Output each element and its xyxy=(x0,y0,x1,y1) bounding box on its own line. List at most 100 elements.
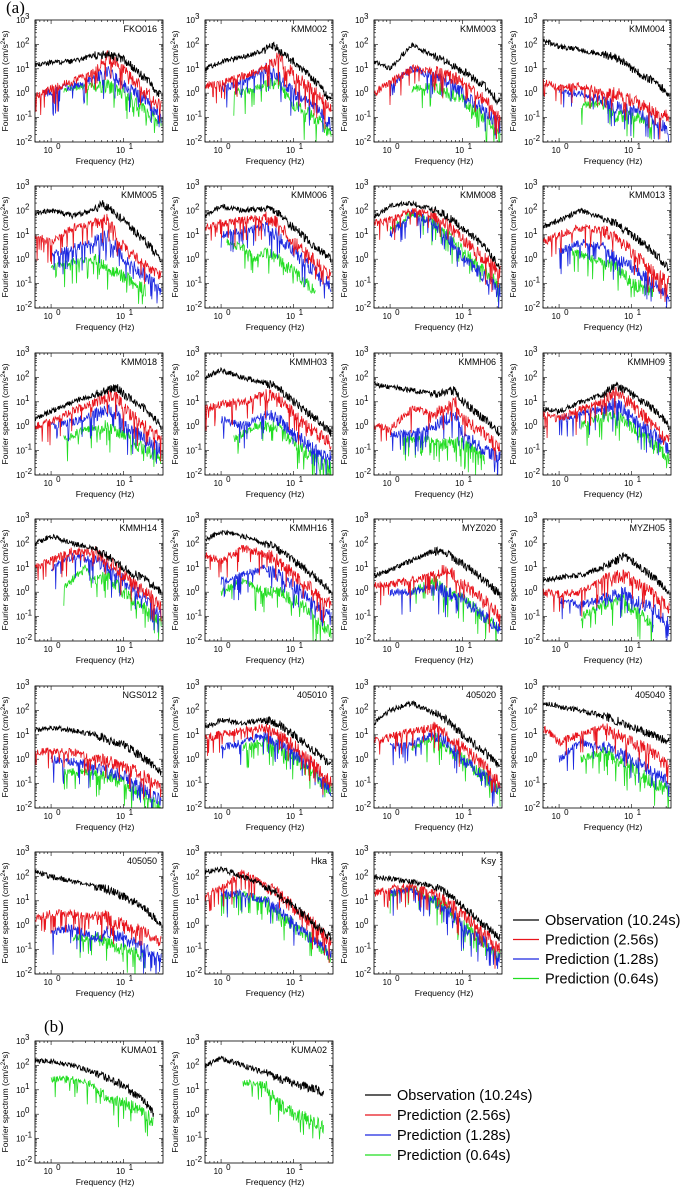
y-tick-label: 10 xyxy=(186,613,195,622)
y-tick-exp: 1 xyxy=(25,893,30,902)
y-tick-label: 10 xyxy=(524,231,533,240)
plot-frame xyxy=(373,185,503,309)
y-tick-exp: 1 xyxy=(195,1082,200,1091)
y-tick-exp: -1 xyxy=(533,110,541,119)
y-tick-label: 10 xyxy=(16,471,25,480)
y-tick-label: 10 xyxy=(355,897,364,906)
x-tick-label: 10 xyxy=(214,312,223,321)
x-tick-exp: 0 xyxy=(226,974,231,983)
y-tick-label: 10 xyxy=(355,564,364,573)
y-tick-exp: 3 xyxy=(364,844,369,853)
y-axis-title: Fourier spectrum (cm/s2*s) xyxy=(339,30,349,131)
y-tick-exp: 3 xyxy=(364,511,369,520)
x-tick-label: 10 xyxy=(286,312,295,321)
x-tick-exp: 1 xyxy=(129,808,134,817)
y-tick-exp: 1 xyxy=(533,61,538,70)
x-tick-exp: 0 xyxy=(226,308,231,317)
series-KMM006-p128 xyxy=(220,221,332,299)
x-tick-label: 10 xyxy=(214,1167,223,1176)
x-tick-exp: 0 xyxy=(226,475,231,484)
y-tick-label: 10 xyxy=(355,349,364,358)
y-tick-label: 10 xyxy=(524,182,533,191)
y-tick-label: 10 xyxy=(524,114,533,123)
y-tick-label: 10 xyxy=(524,804,533,813)
series-405050-obs xyxy=(35,869,162,926)
y-tick-label: 10 xyxy=(524,398,533,407)
x-tick-label: 10 xyxy=(624,146,633,155)
x-tick-exp: 0 xyxy=(564,808,569,817)
series-KMMH03-p256 xyxy=(205,389,332,450)
station-label: KMM013 xyxy=(629,190,665,200)
y-tick-exp: 3 xyxy=(195,345,200,354)
y-tick-label: 10 xyxy=(16,613,25,622)
plot-frame xyxy=(34,685,164,809)
y-tick-label: 10 xyxy=(524,564,533,573)
station-label: KMM003 xyxy=(460,24,496,34)
y-tick-exp: 2 xyxy=(364,702,369,711)
y-tick-label: 10 xyxy=(355,682,364,691)
station-label: KMMH09 xyxy=(627,357,665,367)
y-tick-label: 10 xyxy=(186,1061,195,1070)
y-tick-label: 10 xyxy=(186,515,195,524)
y-tick-exp: 2 xyxy=(533,36,538,45)
y-tick-exp: 1 xyxy=(25,1082,30,1091)
x-tick-label: 10 xyxy=(552,645,561,654)
plot-frame xyxy=(373,352,503,476)
plot-frame xyxy=(204,185,334,309)
y-tick-exp: 1 xyxy=(364,61,369,70)
y-tick-label: 10 xyxy=(186,682,195,691)
y-tick-exp: -1 xyxy=(25,276,33,285)
y-tick-label: 10 xyxy=(355,65,364,74)
x-axis-title: Frequency (Hz) xyxy=(246,156,305,166)
x-tick-exp: 1 xyxy=(468,475,473,484)
x-tick-label: 10 xyxy=(214,978,223,987)
y-tick-exp: 0 xyxy=(25,1106,30,1115)
y-tick-label: 10 xyxy=(16,1110,25,1119)
plot-frame xyxy=(542,185,672,309)
y-tick-label: 10 xyxy=(524,755,533,764)
y-tick-label: 10 xyxy=(186,731,195,740)
y-axis-title: Fourier spectrum (cm/s2*s) xyxy=(339,363,349,464)
y-tick-label: 10 xyxy=(355,471,364,480)
y-tick-label: 10 xyxy=(355,447,364,456)
y-axis-title: Fourier spectrum (cm/s2*s) xyxy=(170,696,180,797)
x-axis-title: Frequency (Hz) xyxy=(76,489,135,499)
y-tick-label: 10 xyxy=(186,89,195,98)
station-label: NGS012 xyxy=(122,690,157,700)
plot-frame xyxy=(204,19,334,143)
series-KMM003-obs xyxy=(374,42,501,106)
series-405050-p128 xyxy=(50,923,162,974)
y-tick-exp: 1 xyxy=(364,893,369,902)
y-tick-exp: -1 xyxy=(195,443,203,452)
y-tick-exp: 2 xyxy=(25,1057,30,1066)
x-tick-exp: 0 xyxy=(395,641,400,650)
y-tick-exp: 0 xyxy=(195,751,200,760)
x-tick-label: 10 xyxy=(552,146,561,155)
station-label: KMM018 xyxy=(121,357,157,367)
plot-frame xyxy=(373,685,503,809)
x-tick-exp: 0 xyxy=(56,641,61,650)
x-tick-exp: 0 xyxy=(56,142,61,151)
legend-label: Prediction (2.56s) xyxy=(545,933,659,949)
x-tick-exp: 0 xyxy=(395,974,400,983)
y-tick-label: 10 xyxy=(524,373,533,382)
y-axis-title: Fourier spectrum (cm/s2*s) xyxy=(170,862,180,963)
y-tick-exp: 2 xyxy=(195,369,200,378)
y-tick-exp: -1 xyxy=(364,110,372,119)
legend-label: Observation (10.24s) xyxy=(545,913,680,929)
x-tick-exp: 1 xyxy=(299,808,304,817)
y-tick-exp: -1 xyxy=(25,110,33,119)
series-405040-p064 xyxy=(580,745,670,808)
y-tick-label: 10 xyxy=(355,373,364,382)
y-tick-exp: -1 xyxy=(364,443,372,452)
x-tick-exp: 0 xyxy=(56,308,61,317)
y-tick-label: 10 xyxy=(16,539,25,548)
y-tick-exp: -2 xyxy=(533,467,541,476)
series-KMM006-p064 xyxy=(226,238,316,295)
y-tick-label: 10 xyxy=(186,40,195,49)
y-tick-exp: 0 xyxy=(533,85,538,94)
